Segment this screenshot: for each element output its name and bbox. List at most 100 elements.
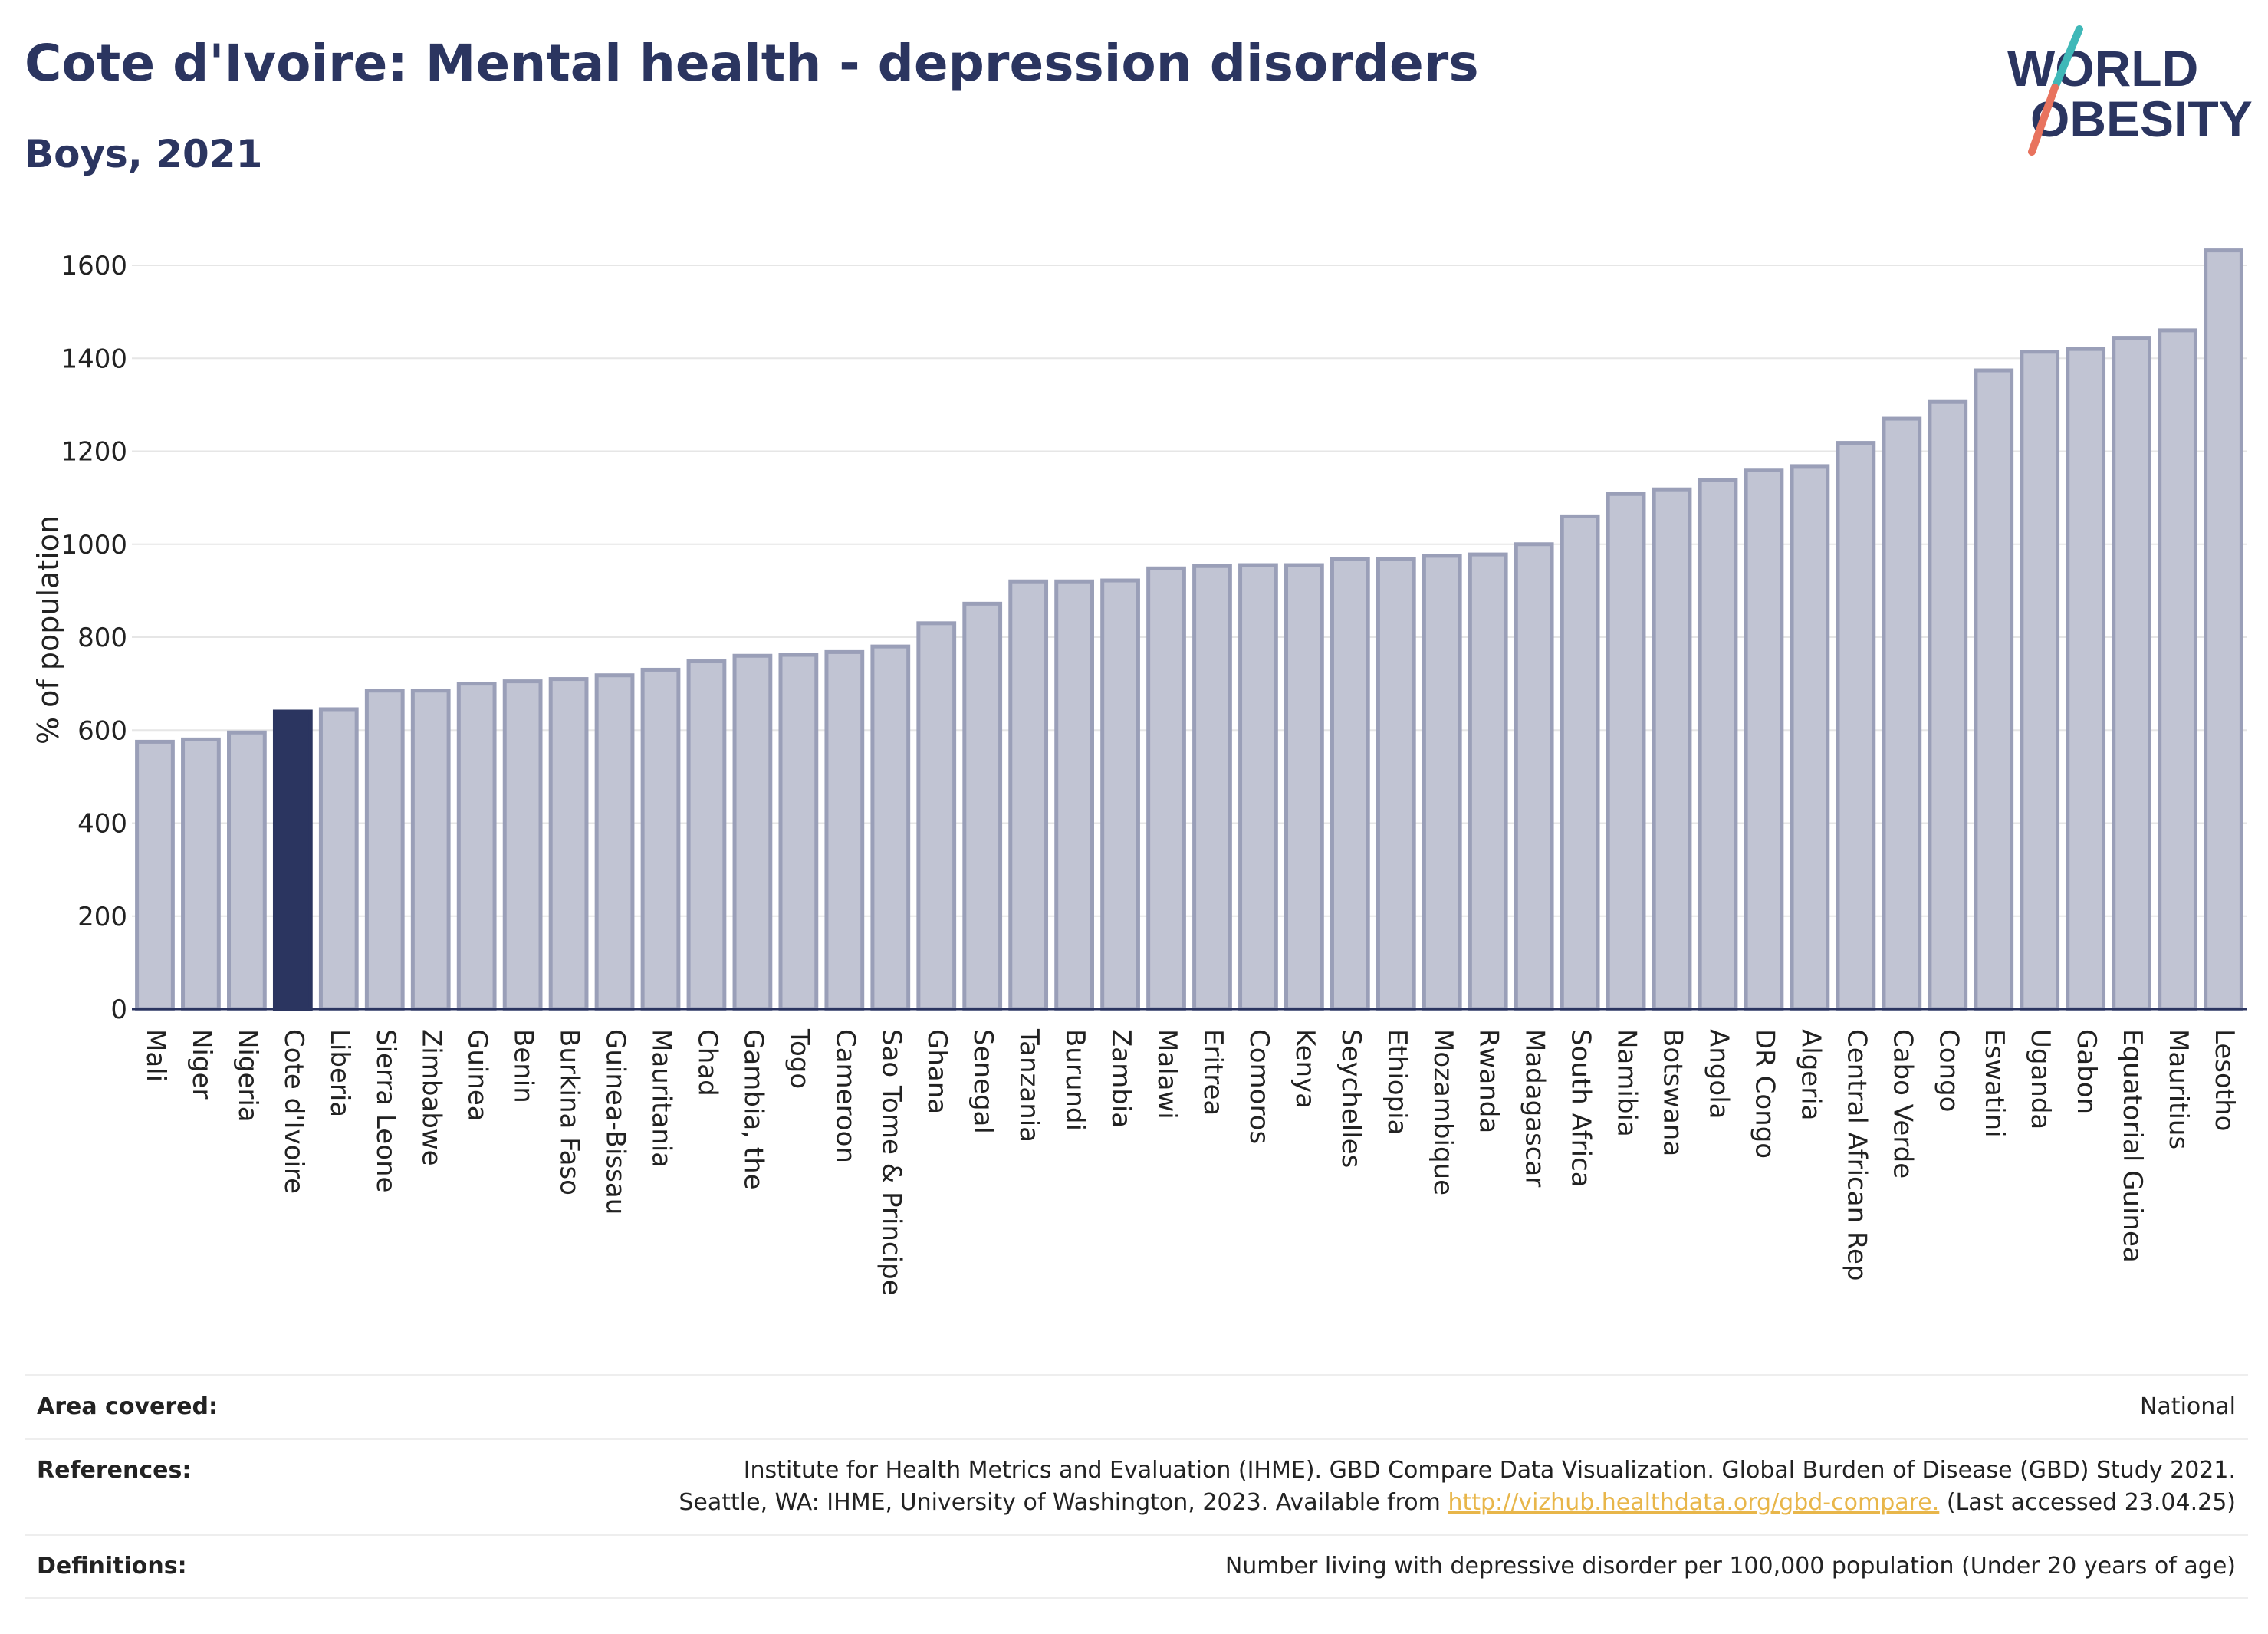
x-tick-label: Algeria [1795,1029,1826,1120]
x-tick-label: Zambia [1106,1029,1136,1128]
x-tick-label: Kenya [1290,1029,1320,1109]
y-axis-title: % of population [31,515,65,745]
bar-gambia-the [732,653,773,1011]
bar-guinea-bissau [594,673,635,1011]
x-tick-label: Lesotho [2209,1029,2240,1131]
y-tick-label: 0 [110,995,127,1025]
bar-chart: 0 200 400 600 800 1000 1200 1400 1600 Mali Niger N… [31,248,2247,1296]
x-tick-label: Central African Rep [1841,1029,1872,1281]
bar-malawi [1146,566,1186,1011]
references-line1: Institute for Health Metrics and Evaluat… [743,1457,2236,1484]
bar-niger [181,737,221,1011]
logo-slash-coral [2028,84,2059,156]
meta-divider-2 [25,1438,2248,1440]
chart-subtitle: Boys, 2021 [25,132,263,176]
bar-nigeria [227,730,267,1011]
x-tick-label: Gambia, the [738,1029,768,1190]
x-tick-label: Sierra Leone [370,1029,401,1192]
y-tick-label: 1600 [61,251,127,281]
bar-algeria [1790,464,1830,1011]
y-tick-label: 600 [77,715,127,746]
bar-mauritius [2158,328,2197,1011]
area-covered-value: National [2139,1393,2236,1420]
logo-text-obesity: OBESITY [2030,90,2253,147]
x-tick-label: Niger [186,1029,217,1099]
bar-burundi [1054,579,1094,1011]
x-tick-label: Gabon [2071,1029,2102,1114]
logo-text-world: WORLD [2007,40,2198,97]
x-tick-label: Togo [784,1028,814,1089]
bar-angola [1698,478,1738,1011]
y-tick-label: 200 [77,902,127,932]
bar-madagascar [1514,542,1554,1011]
world-obesity-logo: WORLD OBESITY [2007,25,2253,156]
x-tick-label: Cote d'Ivoire [278,1029,309,1194]
x-tick-label: Mauritius [2163,1029,2194,1149]
bar-liberia [318,707,359,1011]
bar-guinea [456,682,497,1011]
bar-chad [686,659,727,1011]
bar-congo [1928,399,1968,1011]
x-tick-label: Comoros [1244,1029,1274,1144]
bar-south-africa [1560,514,1600,1011]
x-tick-label: Botswana [1658,1029,1688,1156]
x-tick-labels: Mali Niger Nigeria Cote d'Ivoire Liberia Sier… [140,1028,2240,1296]
x-tick-label: Burkina Faso [554,1029,585,1195]
chart-title: Cote d'Ivoire: Mental health - depressio… [25,34,1479,93]
x-tick-label: Equatorial Guinea [2117,1029,2148,1263]
references-line2-prefix: Seattle, WA: IHME, University of Washing… [679,1489,1441,1516]
meta-definitions-row: Definitions: Number living with depressi… [25,1536,2248,1599]
bar-lesotho [2204,248,2243,1011]
bar-namibia [1606,492,1646,1011]
bar-eswatini [1974,368,2014,1011]
y-tick-label: 1000 [61,530,127,561]
bar-kenya [1284,563,1324,1011]
bar-cote-d-ivoire [272,709,313,1011]
x-tick-label: Rwanda [1474,1029,1504,1133]
bar-equatorial-guinea [2112,336,2151,1011]
meta-references-row: References: Institute for Health Metrics… [25,1440,2248,1532]
x-tick-label: Ghana [922,1029,952,1114]
y-tick-label: 800 [77,623,127,653]
x-tick-label: Chad [692,1029,722,1096]
bar-sierra-leone [364,689,405,1011]
bar-tanzania [1008,579,1049,1011]
bar-benin [502,679,543,1011]
bar-comoros [1238,563,1278,1011]
bar-sao-tome-principe [870,644,911,1011]
meta-divider-3 [25,1534,2248,1536]
bar-mozambique [1422,554,1462,1011]
references-link[interactable]: http://vizhub.healthdata.org/gbd-compare… [1448,1489,1940,1516]
bar-zambia [1100,578,1140,1011]
bar-zimbabwe [410,689,451,1011]
bar-rwanda [1468,552,1508,1011]
x-tick-label: Nigeria [232,1029,263,1123]
area-covered-label: Area covered: [37,1393,218,1420]
x-tick-label: South Africa [1566,1029,1596,1188]
bar-seychelles [1330,557,1370,1011]
x-tick-label: Eswatini [1979,1029,2010,1138]
x-tick-label: Senegal [968,1029,998,1134]
bar-ghana [916,621,957,1011]
bar-eritrea [1192,564,1232,1011]
bar-burkina-faso [548,677,589,1011]
x-tick-label: DR Congo [1749,1029,1780,1159]
y-tick-label: 1200 [61,437,127,468]
meta-divider-bottom [25,1597,2248,1599]
bar-cameroon [824,649,865,1011]
references-line2: Seattle, WA: IHME, University of Washing… [679,1489,2236,1516]
x-tick-label: Congo [1933,1029,1964,1112]
bar-ethiopia [1376,557,1416,1011]
x-tick-label: Guinea-Bissau [600,1029,631,1215]
definitions-label: Definitions: [37,1553,187,1580]
bar-cabo-verde [1882,416,1922,1011]
x-tick-label: Angola [1704,1029,1734,1119]
meta-area-row: Area covered: National [25,1376,2248,1439]
x-tick-label: Cabo Verde [1887,1029,1918,1179]
y-tick-label: 400 [77,809,127,840]
x-tick-label: Malawi [1152,1029,1182,1119]
bar-gabon [2066,347,2106,1011]
x-tick-label: Benin [508,1029,539,1103]
x-tick-label: Sao Tome & Principe [876,1029,906,1296]
x-tick-label: Liberia [324,1029,355,1117]
